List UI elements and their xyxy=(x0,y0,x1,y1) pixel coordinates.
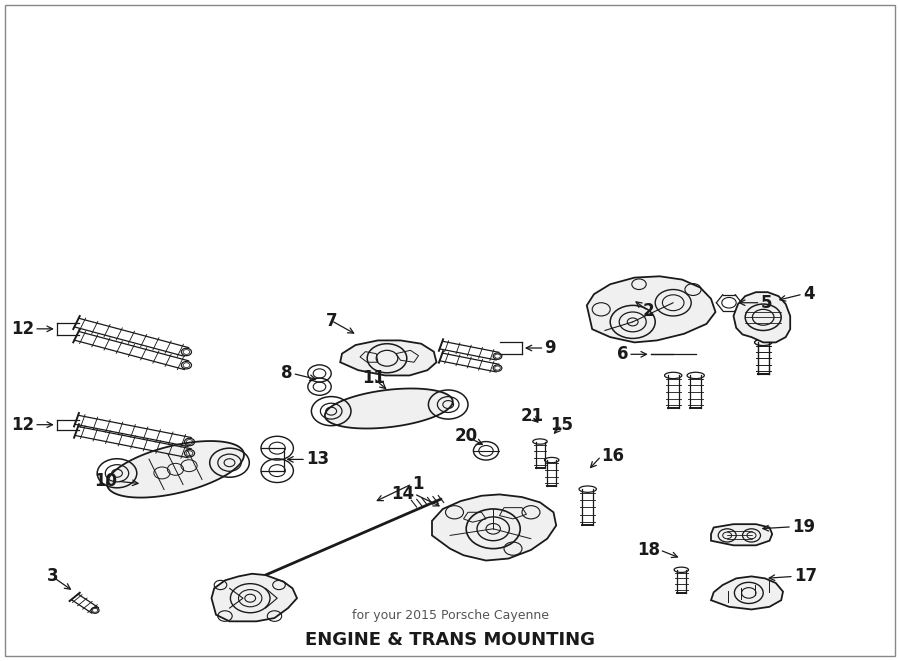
Polygon shape xyxy=(734,292,790,342)
Text: 6: 6 xyxy=(616,345,628,364)
Polygon shape xyxy=(711,524,772,545)
Polygon shape xyxy=(340,340,436,375)
Text: 8: 8 xyxy=(281,364,292,383)
Text: 4: 4 xyxy=(803,285,815,303)
Text: 9: 9 xyxy=(544,339,556,357)
Text: 20: 20 xyxy=(454,427,478,446)
Text: 11: 11 xyxy=(362,369,385,387)
Text: 18: 18 xyxy=(636,541,660,559)
Polygon shape xyxy=(212,574,297,621)
Text: 2: 2 xyxy=(643,301,653,320)
Polygon shape xyxy=(325,389,453,428)
Text: 21: 21 xyxy=(520,407,544,426)
Text: 12: 12 xyxy=(11,416,34,434)
Polygon shape xyxy=(432,494,556,561)
Text: 5: 5 xyxy=(760,293,772,312)
Text: ENGINE & TRANS MOUNTING: ENGINE & TRANS MOUNTING xyxy=(305,631,595,649)
Text: 13: 13 xyxy=(306,450,329,469)
Text: 19: 19 xyxy=(792,518,815,536)
Polygon shape xyxy=(107,441,244,498)
Text: for your 2015 Porsche Cayenne: for your 2015 Porsche Cayenne xyxy=(352,609,548,622)
Text: 17: 17 xyxy=(794,567,817,586)
Text: 14: 14 xyxy=(391,485,414,503)
Polygon shape xyxy=(587,276,716,342)
Text: 10: 10 xyxy=(94,472,117,490)
Text: 3: 3 xyxy=(47,567,58,586)
Text: 12: 12 xyxy=(11,320,34,338)
Text: 7: 7 xyxy=(326,311,337,330)
Text: 1: 1 xyxy=(412,475,424,493)
Polygon shape xyxy=(711,576,783,609)
Text: 16: 16 xyxy=(601,447,625,465)
Text: 15: 15 xyxy=(550,416,573,434)
